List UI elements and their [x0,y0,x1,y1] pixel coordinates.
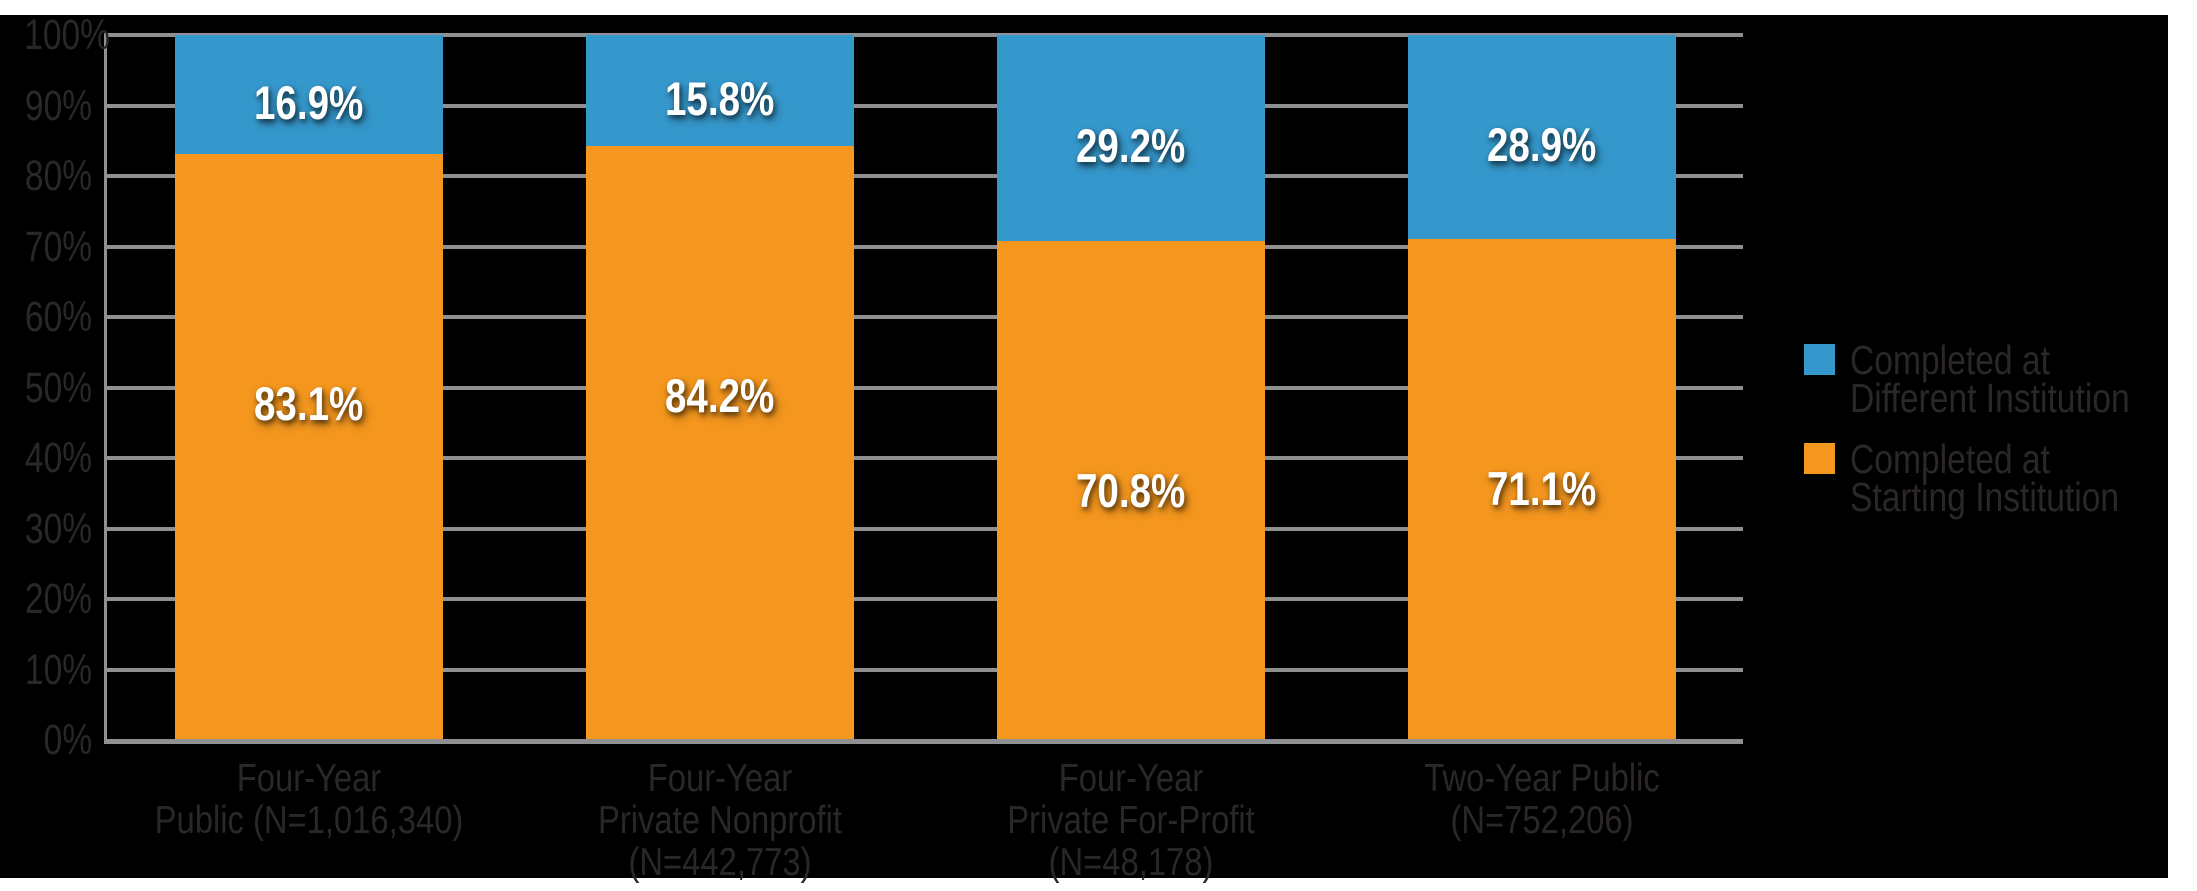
x-axis-category-line: (N=442,773) [628,841,812,884]
bar-value-text: 28.9% [1487,117,1597,171]
bar-value-text: 83.1% [254,377,364,431]
x-axis-category-text: Four-Year Public (N=1,016,340) [116,758,502,842]
bar-segment-different-institution [175,35,443,155]
x-axis-category-line: Two-Year Public [1424,757,1660,800]
x-axis-category-text: Two-Year Public (N=752,206) [1349,758,1735,842]
y-axis-tick-label: 80% [0,154,92,198]
bar-value-text: 71.1% [1487,461,1597,515]
gridline [104,526,1743,531]
y-axis-tick-label: 30% [0,507,92,551]
bar-value-label-different: 29.2% [997,116,1265,176]
x-axis-category-label-1: Four-Year Public (N=1,016,340) [79,758,539,842]
bar-segment-starting-institution [175,154,443,740]
y-axis-tick-label: 90% [0,84,92,128]
legend: Completed at Different Institution Complet… [1804,0,2197,891]
legend-label: Completed at Different Institution [1850,337,2130,421]
bar-segment-starting-institution [1408,238,1676,740]
bar-segment-different-institution [1408,35,1676,239]
y-axis-tick-label: 50% [0,366,92,410]
bar-segment-starting-institution [997,240,1265,740]
legend-label-line: Completed at [1850,337,2050,383]
x-axis-category-text: Four-Year Private For-Profit (N=48,178) [938,758,1324,884]
bar-value-text: 29.2% [1076,118,1186,172]
legend-label-line: Completed at [1850,436,2050,482]
gridline [104,174,1743,178]
bar-value-label-starting: 83.1% [175,374,443,434]
bar-group-1: 16.9% 83.1% [175,35,443,740]
y-axis-tick-label: 60% [0,295,92,339]
x-axis-category-line: (N=48,178) [1048,841,1214,884]
bar-value-label-different: 15.8% [586,69,854,129]
legend-item-2: Completed at Starting Institution [1804,436,2194,530]
legend-label-line: Starting Institution [1850,474,2120,520]
y-axis-tick-label: 100% [0,13,110,57]
bar-value-label-starting: 70.8% [997,461,1265,521]
x-axis-category-line: (N=752,206) [1450,799,1634,842]
gridline [104,244,1743,249]
y-axis-tick-text: 20% [24,575,92,623]
x-axis-category-line: Public (N=1,016,340) [154,799,464,842]
y-axis-tick-text: 10% [24,645,92,694]
bar-group-4: 28.9% 71.1% [1408,35,1676,740]
bar-group-2: 15.8% 84.2% [586,35,854,740]
y-axis-tick-text: 50% [24,363,92,412]
legend-item-1: Completed at Different Institution [1804,337,2194,431]
x-axis-category-label-3: Four-Year Private For-Profit (N=48,178) [901,758,1361,884]
bar-value-text: 70.8% [1076,463,1186,517]
x-axis-category-line: Four-Year [647,757,793,800]
gridline [104,33,1743,37]
gridline [104,385,1743,390]
bar-value-label-different: 28.9% [1408,115,1676,175]
x-axis-category-label-4: Two-Year Public (N=752,206) [1312,758,1772,842]
y-axis-tick-text: 80% [24,152,92,200]
bar-segment-different-institution [586,35,854,147]
gridline [104,315,1743,319]
y-axis-tick-text: 90% [24,81,92,130]
bar-segment-starting-institution [586,146,854,740]
x-axis-category-text: Four-Year Private Nonprofit (N=442,773) [527,758,913,884]
y-axis-tick-text: 0% [43,716,92,764]
legend-label-line: Different Institution [1850,375,2130,421]
y-axis-tick-label: 70% [0,225,92,269]
x-axis-category-line: Private For-Profit [1007,799,1255,842]
bar-group-3: 29.2% 70.8% [997,35,1265,740]
x-axis-baseline [104,739,1743,744]
y-axis-tick-text: 100% [24,11,110,59]
gridline [104,597,1743,601]
x-axis-category-line: Four-Year [1058,757,1204,800]
gridline [104,103,1743,108]
bar-segment-different-institution [997,35,1265,241]
gridline [104,667,1743,672]
bar-value-label-different: 16.9% [175,73,443,133]
bar-value-label-starting: 71.1% [1408,459,1676,519]
y-axis-tick-text: 30% [24,504,92,553]
bar-value-text: 84.2% [665,369,775,423]
y-axis-tick-label: 0% [0,718,92,762]
legend-swatch [1804,443,1835,474]
x-axis-category-label-2: Four-Year Private Nonprofit (N=442,773) [490,758,950,884]
y-axis-tick-label: 20% [0,577,92,621]
y-axis-tick-label: 40% [0,436,92,480]
gridline [104,456,1743,460]
y-axis-tick-text: 60% [24,293,92,341]
y-axis-line [104,35,107,743]
y-axis-tick-text: 70% [24,222,92,271]
legend-label: Completed at Starting Institution [1850,436,2120,520]
legend-swatch [1804,344,1835,375]
x-axis-category-line: Private Nonprofit [598,799,842,842]
bar-value-label-starting: 84.2% [586,366,854,426]
y-axis-tick-label: 10% [0,648,92,692]
bar-value-text: 15.8% [665,71,775,125]
bar-value-text: 16.9% [254,75,364,129]
x-axis-category-line: Four-Year [236,757,382,800]
y-axis-tick-text: 40% [24,434,92,482]
